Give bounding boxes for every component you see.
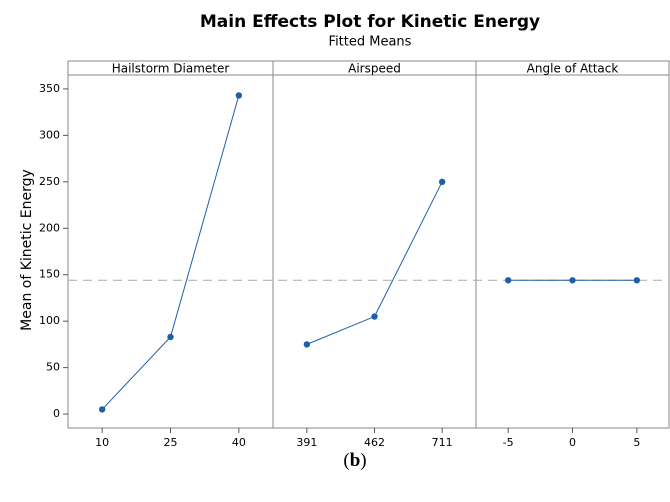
- x-tick-label: 462: [364, 436, 385, 449]
- y-tick-label: 100: [39, 314, 60, 327]
- y-tick-label: 150: [39, 268, 60, 281]
- y-tick-label: 250: [39, 175, 60, 188]
- y-axis-label: Mean of Kinetic Energy: [19, 169, 35, 331]
- chart-subtitle: Fitted Means: [329, 35, 412, 50]
- point: [303, 341, 311, 348]
- panel-title: Hailstorm Diameter: [112, 62, 230, 76]
- line: [306, 181, 443, 345]
- y-tick-label: 350: [39, 82, 60, 95]
- point: [438, 178, 446, 186]
- panel-title: Angle of Attack: [527, 62, 619, 76]
- point: [569, 277, 576, 284]
- x-tick-label: -5: [503, 436, 514, 449]
- y-tick-label: 0: [53, 407, 60, 420]
- chart-title: Main Effects Plot for Kinetic Energy: [200, 12, 540, 32]
- panel-title: Airspeed: [348, 62, 401, 76]
- caption: (b): [343, 450, 366, 471]
- point: [504, 277, 512, 284]
- x-tick-label: 0: [569, 436, 576, 449]
- y-tick-label: 200: [39, 221, 60, 234]
- point: [371, 313, 378, 320]
- point: [633, 277, 641, 284]
- x-tick-label: 40: [232, 436, 246, 449]
- x-tick-label: 10: [95, 436, 109, 449]
- line: [101, 95, 240, 410]
- x-tick-label: 25: [164, 436, 178, 449]
- y-tick-label: 300: [39, 128, 60, 141]
- x-tick-label: 711: [432, 436, 453, 449]
- point: [167, 333, 174, 341]
- x-tick-label: 5: [633, 436, 640, 449]
- plot-frame: [67, 60, 670, 429]
- point: [235, 92, 243, 99]
- point: [98, 406, 106, 413]
- x-tick-label: 391: [296, 436, 317, 449]
- y-tick-label: 50: [46, 361, 60, 374]
